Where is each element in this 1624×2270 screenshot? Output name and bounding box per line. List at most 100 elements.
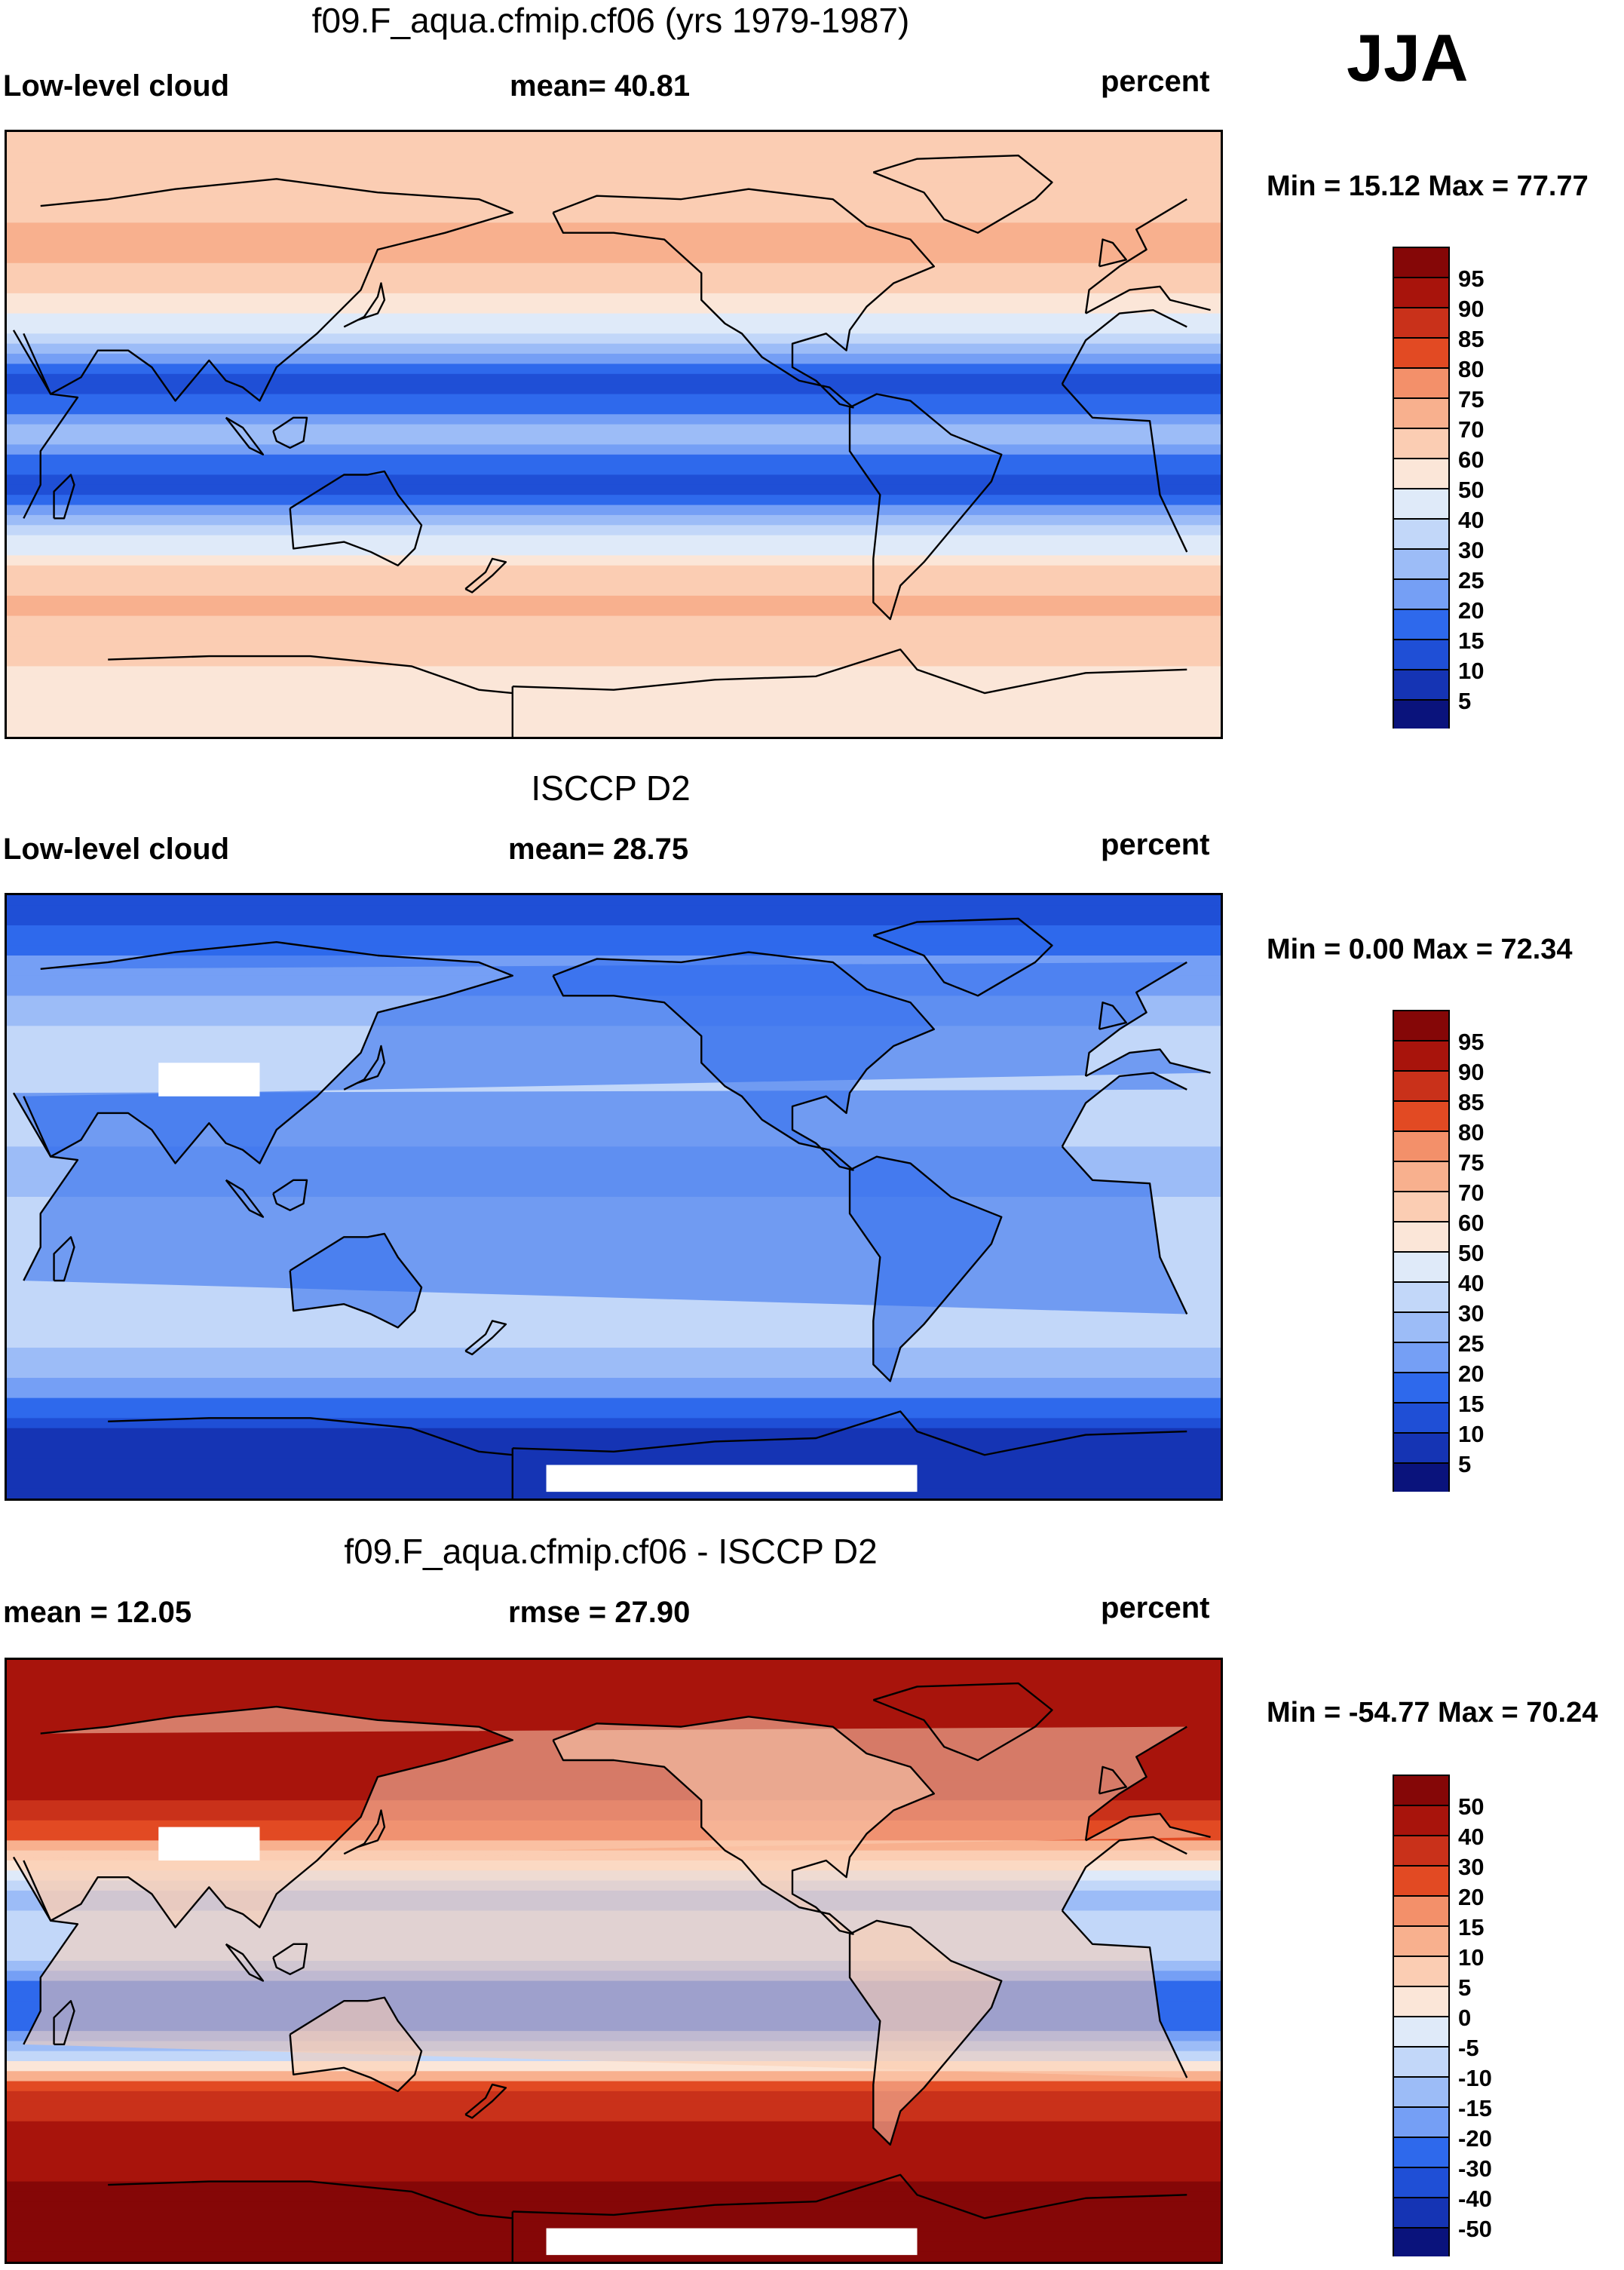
- coastline: [512, 648, 1187, 695]
- panel2-left-label: Low-level cloud: [3, 833, 230, 866]
- panel2-colorbar: 95 90 85 80 75 70 60 50 40 30 25 20 15 10 5: [1392, 1009, 1497, 1492]
- colorbar-box: [1393, 1895, 1450, 1927]
- colorbar-tick-label: 90: [1458, 1059, 1484, 1085]
- map-band: [7, 895, 1221, 906]
- coastline: [464, 1320, 507, 1356]
- coastline: [1098, 1002, 1127, 1030]
- coastline: [1061, 308, 1187, 385]
- coastline: [12, 330, 79, 519]
- map-band: [7, 2131, 1221, 2143]
- map-band: [7, 152, 1221, 164]
- map-band: [7, 555, 1221, 566]
- map-band: [7, 293, 1221, 305]
- colorbar-tick-label: 70: [1458, 1179, 1484, 1206]
- colorbar-tick-label: 10: [1458, 658, 1484, 684]
- panel1-colorbar: 95 90 85 80 75 70 60 50 40 30 25 20 15 10 5: [1392, 246, 1497, 729]
- colorbar-tick-label: 80: [1458, 356, 1484, 382]
- colorbar-tick-label: -20: [1458, 2125, 1492, 2152]
- coastline: [848, 1155, 1003, 1382]
- coastline: [225, 1943, 265, 1982]
- colorbar-box: [1393, 1161, 1450, 1192]
- colorbar-box: [1393, 518, 1450, 550]
- coastline: [1061, 1910, 1188, 2078]
- colorbar-tick-label: -30: [1458, 2155, 1492, 2182]
- panel1-colorbar-svg: 95 90 85 80 75 70 60 50 40 30 25 20 15 10 5: [1393, 247, 1484, 729]
- coastline: [272, 416, 308, 449]
- land-shade: [23, 1707, 1211, 1928]
- colorbar-box: [1393, 1986, 1450, 2017]
- panel3-units-label: percent: [1101, 1591, 1210, 1624]
- colorbar-box: [1393, 1956, 1450, 1987]
- panel3-map: [5, 1658, 1223, 2264]
- coastline: [343, 1045, 386, 1091]
- colorbar-box: [1393, 1835, 1450, 1867]
- panel3-title: f09.F_aqua.cfmip.cf06 - ISCCP D2: [344, 1532, 878, 1571]
- colorbar-box: [1393, 1432, 1450, 1464]
- map-band: [7, 575, 1221, 587]
- colorbar-tick-label: 80: [1458, 1119, 1484, 1146]
- coastline: [108, 2180, 513, 2262]
- colorbar-tick-label: 15: [1458, 627, 1484, 654]
- map-band: [7, 273, 1221, 284]
- panel1-map: [5, 130, 1223, 739]
- colorbar-box: [1393, 1462, 1450, 1492]
- map-band: [7, 192, 1221, 204]
- map-band: [7, 935, 1221, 946]
- land-fill: [13, 1707, 1211, 2145]
- colorbar-box: [1393, 428, 1450, 459]
- map-band: [7, 484, 1221, 496]
- colorbar-tick-label: 15: [1458, 1914, 1484, 1940]
- map-band: [7, 706, 1221, 718]
- colorbar-tick-label: 85: [1458, 1089, 1484, 1115]
- land-shade: [290, 1233, 422, 1328]
- colorbar-box: [1393, 1775, 1450, 1806]
- map-band: [7, 676, 1221, 688]
- map-band: [7, 625, 1221, 637]
- coastline: [23, 941, 513, 1164]
- coastline: [1085, 1048, 1211, 1078]
- season-label: JJA: [1347, 20, 1469, 95]
- land-shade: [23, 942, 1211, 1164]
- coastline: [272, 1179, 308, 1211]
- colorbar-box: [1393, 2106, 1450, 2138]
- coastline: [12, 1856, 79, 2045]
- panel2-colorbar-svg: 95 90 85 80 75 70 60 50 40 30 25 20 15 10 5: [1393, 1010, 1484, 1492]
- map-band: [7, 595, 1221, 607]
- map-band: [7, 1337, 1221, 1348]
- colorbar-box: [1393, 1372, 1450, 1403]
- colorbar-box: [1393, 307, 1450, 339]
- colorbar-tick-label: 95: [1458, 265, 1484, 292]
- colorbar-box: [1393, 1191, 1450, 1222]
- missing-data-region: [546, 2228, 918, 2256]
- map-band: [7, 394, 1221, 405]
- coastlines: [12, 154, 1211, 737]
- map-band: [7, 364, 1221, 375]
- colorbar-tick-label: 75: [1458, 1149, 1484, 1176]
- colorbar-box: [1393, 1040, 1450, 1072]
- coastline: [53, 2000, 75, 2046]
- map-band: [7, 2211, 1221, 2222]
- colorbar-tick-label: 85: [1458, 326, 1484, 352]
- coastline: [1085, 1812, 1211, 1842]
- map-band: [7, 434, 1221, 446]
- map-band: [7, 232, 1221, 244]
- panel2-min-max: Min = 0.00 Max = 72.34: [1267, 934, 1573, 965]
- map-band: [7, 424, 1221, 435]
- map-band: [7, 454, 1221, 466]
- map-band: [7, 925, 1221, 937]
- coastline: [1061, 1072, 1187, 1147]
- map-band: [7, 905, 1221, 916]
- map-band: [7, 1357, 1221, 1369]
- coastline: [552, 1716, 936, 1935]
- colorbar-tick-label: 40: [1458, 507, 1484, 533]
- coastlines: [12, 917, 1211, 1499]
- coastline: [512, 1410, 1187, 1456]
- colorbar-box: [1393, 609, 1450, 640]
- colorbar-tick-label: 70: [1458, 416, 1484, 443]
- panel2-map: [5, 893, 1223, 1501]
- map-band: [7, 1670, 1221, 1681]
- map-band: [7, 636, 1221, 647]
- map-band: [7, 514, 1221, 526]
- colorbar-box: [1393, 1130, 1450, 1162]
- colorbar-tick-label: 15: [1458, 1391, 1484, 1417]
